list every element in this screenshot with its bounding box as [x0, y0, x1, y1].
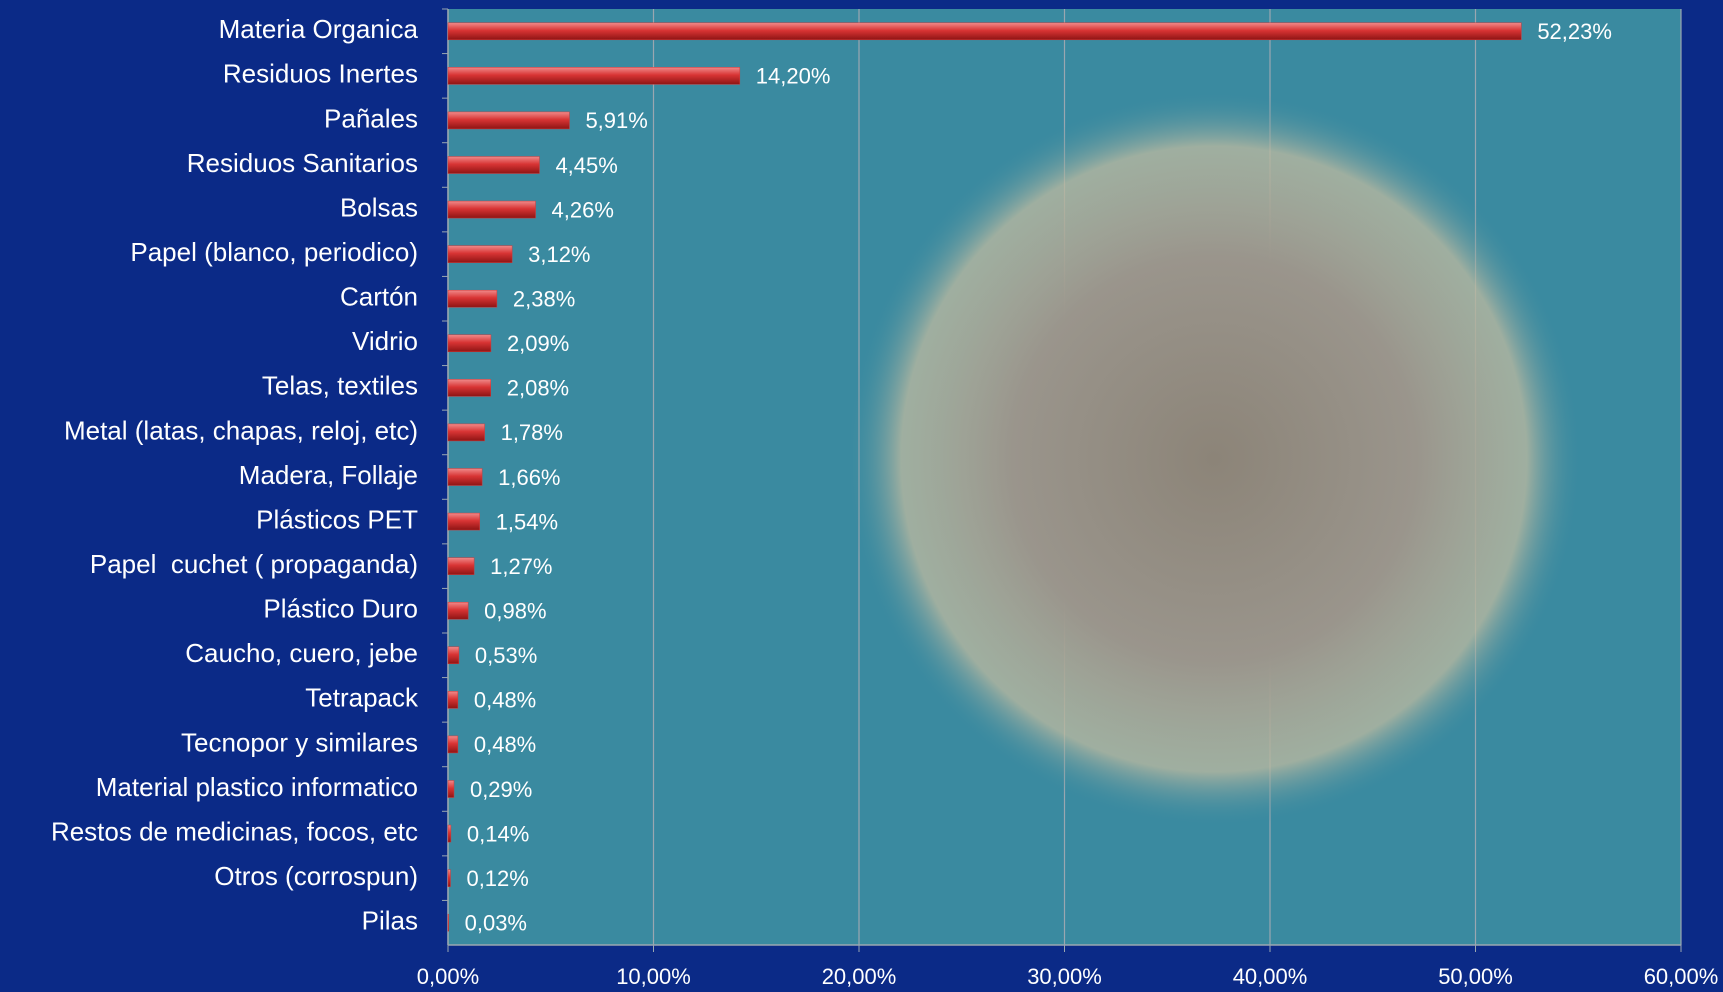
category-label: Pañales [324, 103, 418, 133]
category-label: Tecnopor y similares [181, 727, 418, 757]
bar [447, 289, 498, 308]
category-label: Madera, Follaje [239, 460, 418, 490]
value-label: 0,12% [466, 866, 528, 891]
bar [447, 200, 536, 219]
bar [447, 379, 491, 397]
value-label: 0,48% [474, 688, 536, 713]
value-label: 1,78% [501, 420, 563, 445]
value-label: 2,09% [507, 331, 569, 356]
bar [447, 468, 483, 486]
value-label: 0,03% [465, 911, 527, 936]
bar [447, 824, 452, 843]
value-label: 1,66% [498, 465, 560, 490]
x-tick-label: 60,00% [1644, 964, 1719, 989]
category-label: Papel (blanco, periodico) [130, 237, 418, 267]
category-label: Plástico Duro [263, 594, 418, 624]
value-label: 4,26% [552, 197, 614, 222]
bar [447, 780, 455, 798]
category-label: Bolsas [340, 192, 418, 222]
x-tick-label: 40,00% [1233, 964, 1308, 989]
category-label: Caucho, cuero, jebe [185, 638, 418, 668]
value-label: 0,48% [474, 732, 536, 757]
bar [447, 691, 459, 709]
value-label: 0,29% [470, 777, 532, 802]
photo [846, 91, 1582, 827]
category-label: Plásticos PET [256, 504, 418, 534]
bar [447, 869, 451, 887]
x-tick-label: 50,00% [1438, 964, 1513, 989]
bar [447, 512, 480, 531]
value-label: 14,20% [756, 64, 831, 89]
value-label: 0,14% [467, 821, 529, 846]
category-label: Materia Organica [219, 14, 419, 44]
bar [447, 245, 513, 263]
category-label: Pilas [362, 906, 418, 936]
value-label: 0,53% [475, 643, 537, 668]
bar [447, 557, 475, 575]
x-tick-label: 30,00% [1027, 964, 1102, 989]
category-label: Vidrio [352, 326, 418, 356]
value-label: 52,23% [1537, 19, 1612, 44]
value-label: 0,98% [484, 599, 546, 624]
category-label: Telas, textiles [262, 371, 418, 401]
category-label: Tetrapack [305, 683, 419, 713]
bar [447, 156, 540, 174]
category-label: Otros (corrospun) [214, 861, 418, 891]
category-label: Material plastico informatico [96, 772, 418, 802]
x-tick-label: 20,00% [822, 964, 897, 989]
value-label: 2,38% [513, 287, 575, 312]
bar [447, 423, 485, 442]
bar [447, 22, 1522, 41]
x-tick-label: 10,00% [616, 964, 691, 989]
category-label: Cartón [340, 282, 418, 312]
value-label: 2,08% [507, 376, 569, 401]
category-label: Restos de medicinas, focos, etc [51, 816, 418, 846]
bar [447, 646, 460, 665]
category-label: Metal (latas, chapas, reloj, etc) [64, 415, 418, 445]
value-label: 4,45% [555, 153, 617, 178]
value-label: 1,54% [496, 509, 558, 534]
bar [447, 111, 570, 130]
bar [447, 913, 449, 932]
category-label: Residuos Sanitarios [187, 148, 418, 178]
category-label: Residuos Inertes [223, 59, 418, 89]
bar [447, 601, 469, 620]
value-label: 5,91% [585, 108, 647, 133]
value-label: 3,12% [528, 242, 590, 267]
bar [447, 735, 459, 754]
x-tick-label: 0,00% [417, 964, 479, 989]
value-label: 1,27% [490, 554, 552, 579]
bar [447, 67, 741, 85]
bar [447, 334, 492, 353]
category-label: Papel cuchet ( propaganda) [90, 549, 418, 579]
